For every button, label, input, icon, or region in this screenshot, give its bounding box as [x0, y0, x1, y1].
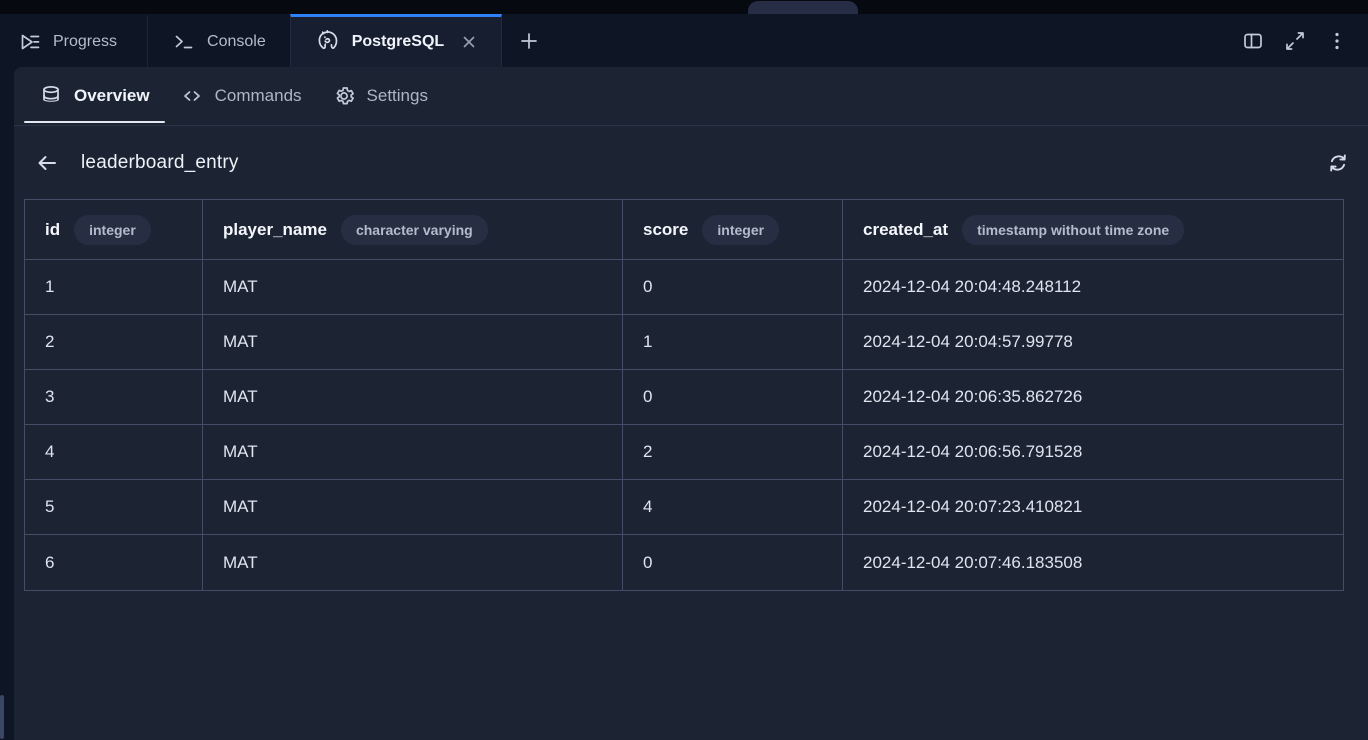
tab-postgresql[interactable]: PostgreSQL [289, 14, 503, 67]
tab-overview[interactable]: Overview [24, 67, 165, 125]
table-cell[interactable]: 2024-12-04 20:04:57.99778 [843, 315, 1343, 370]
gear-icon [332, 84, 356, 108]
tab-label: Console [207, 33, 266, 50]
code-icon [180, 84, 204, 108]
table-cell[interactable]: 1 [25, 260, 203, 315]
table-cell[interactable]: MAT [203, 370, 623, 425]
table-cell[interactable]: MAT [203, 425, 623, 480]
column-header-id[interactable]: id integer [25, 200, 203, 260]
pane-tab-label: Overview [74, 86, 150, 105]
window-top-strip [0, 0, 1368, 14]
table-cell[interactable]: MAT [203, 535, 623, 590]
table-cell[interactable]: 3 [25, 370, 203, 425]
tabbar-spacer [556, 14, 1240, 67]
column-header-player_name[interactable]: player_name character varying [203, 200, 623, 260]
page-title: leaderboard_entry [81, 151, 239, 173]
progress-icon [18, 30, 42, 54]
column-type-badge: integer [74, 214, 151, 245]
table-cell[interactable]: 0 [623, 260, 843, 315]
tab-commands[interactable]: Commands [165, 67, 317, 125]
tab-label: Progress [53, 33, 118, 50]
pane-tab-label: Settings [366, 86, 428, 105]
back-arrow-icon[interactable] [34, 150, 60, 176]
left-gutter [0, 67, 14, 740]
close-tab-icon[interactable] [461, 34, 477, 50]
tab-progress[interactable]: Progress [0, 14, 149, 67]
new-tab-button[interactable] [502, 14, 556, 67]
console-icon [172, 30, 196, 54]
postgresql-icon [315, 29, 341, 55]
table-cell[interactable]: 1 [623, 315, 843, 370]
table-cell[interactable]: MAT [203, 260, 623, 315]
main-area: Overview Commands Settings [0, 67, 1368, 740]
column-type-badge: timestamp without time zone [962, 214, 1185, 245]
column-name: created_at [863, 219, 949, 239]
scrollbar-sliver[interactable] [0, 695, 4, 739]
tab-console[interactable]: Console [148, 14, 290, 67]
table-cell[interactable]: 2024-12-04 20:06:35.862726 [843, 370, 1343, 425]
postgresql-pane: Overview Commands Settings [14, 67, 1368, 740]
table-cell[interactable]: 5 [25, 480, 203, 535]
tab-label: PostgreSQL [351, 33, 445, 50]
split-view-icon[interactable] [1240, 28, 1266, 54]
table-cell[interactable]: 2 [25, 315, 203, 370]
expand-icon[interactable] [1282, 28, 1308, 54]
column-name: id [45, 219, 61, 239]
column-name: player_name [223, 219, 327, 239]
tabbar-right-actions [1240, 14, 1368, 67]
editor-tab-bar: Progress Console PostgreSQL [0, 14, 1368, 67]
table-cell[interactable]: 0 [623, 370, 843, 425]
column-type-badge: character varying [340, 214, 488, 245]
column-header-created_at[interactable]: created_at timestamp without time zone [843, 200, 1343, 260]
table-cell[interactable]: 2024-12-04 20:07:46.183508 [863, 552, 1083, 572]
table-cell[interactable]: 6 [25, 535, 203, 590]
window-notch [748, 1, 858, 14]
table-cell[interactable]: 2 [623, 425, 843, 480]
data-table: id integer player_name character varying sco… [24, 199, 1344, 591]
table-cell[interactable]: 2024-12-04 20:07:23.410821 [843, 480, 1343, 535]
pane-tab-bar: Overview Commands Settings [14, 67, 1368, 126]
table-cell[interactable]: MAT [203, 315, 623, 370]
table-cell[interactable]: MAT [203, 480, 623, 535]
table-cell[interactable]: 2024-12-04 20:06:56.791528 [843, 425, 1343, 480]
database-icon [39, 84, 63, 108]
tab-settings[interactable]: Settings [317, 67, 443, 125]
pane-tab-label: Commands [214, 86, 302, 105]
table-toolbar: leaderboard_entry [14, 126, 1368, 199]
refresh-icon[interactable] [1324, 149, 1352, 177]
table-cell[interactable]: 0 [623, 535, 843, 590]
table-cell[interactable]: 4 [623, 480, 843, 535]
table-cell[interactable]: 2024-12-04 20:04:48.248112 [843, 260, 1343, 315]
column-header-score[interactable]: score integer [623, 200, 843, 260]
column-name: score [643, 219, 689, 239]
table-grid: id integer player_name character varying sco… [24, 199, 1344, 591]
kebab-menu-icon[interactable] [1324, 28, 1350, 54]
column-type-badge: integer [702, 214, 780, 245]
table-cell[interactable]: 4 [25, 425, 203, 480]
